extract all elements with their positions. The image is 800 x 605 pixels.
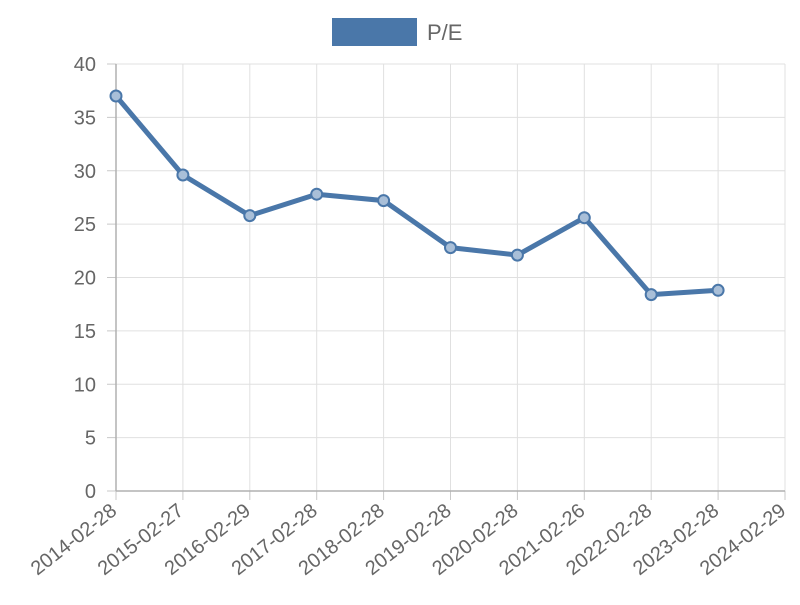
data-point bbox=[377, 194, 391, 208]
y-tick-label: 10 bbox=[74, 374, 96, 396]
data-point bbox=[243, 209, 257, 223]
x-tick-labels: 2014-02-282015-02-272016-02-292017-02-28… bbox=[27, 500, 790, 580]
legend[interactable]: P/E bbox=[332, 18, 462, 46]
data-point bbox=[644, 288, 658, 302]
series-layer bbox=[109, 89, 725, 302]
legend-swatch bbox=[332, 18, 417, 46]
y-tick-label: 0 bbox=[85, 481, 96, 503]
grid-lines bbox=[116, 63, 786, 491]
y-tick-label: 30 bbox=[74, 161, 96, 183]
data-point bbox=[711, 283, 725, 297]
y-tick-label: 25 bbox=[74, 214, 96, 236]
data-point bbox=[444, 241, 457, 255]
data-point bbox=[577, 211, 591, 225]
series-line bbox=[113, 93, 721, 298]
y-tick-label: 20 bbox=[74, 268, 96, 290]
y-tick-label: 35 bbox=[74, 107, 96, 129]
y-tick-labels: 0 5 10 15 20 25 30 35 40 bbox=[74, 54, 96, 503]
data-point bbox=[510, 248, 524, 262]
y-tick-label: 5 bbox=[85, 428, 96, 450]
y-tick-label: 40 bbox=[74, 54, 96, 76]
data-point bbox=[176, 168, 190, 182]
y-tick-label: 15 bbox=[74, 321, 96, 343]
legend-label: P/E bbox=[427, 20, 462, 45]
axes bbox=[107, 63, 786, 500]
data-point bbox=[310, 187, 324, 201]
data-point bbox=[109, 89, 123, 103]
